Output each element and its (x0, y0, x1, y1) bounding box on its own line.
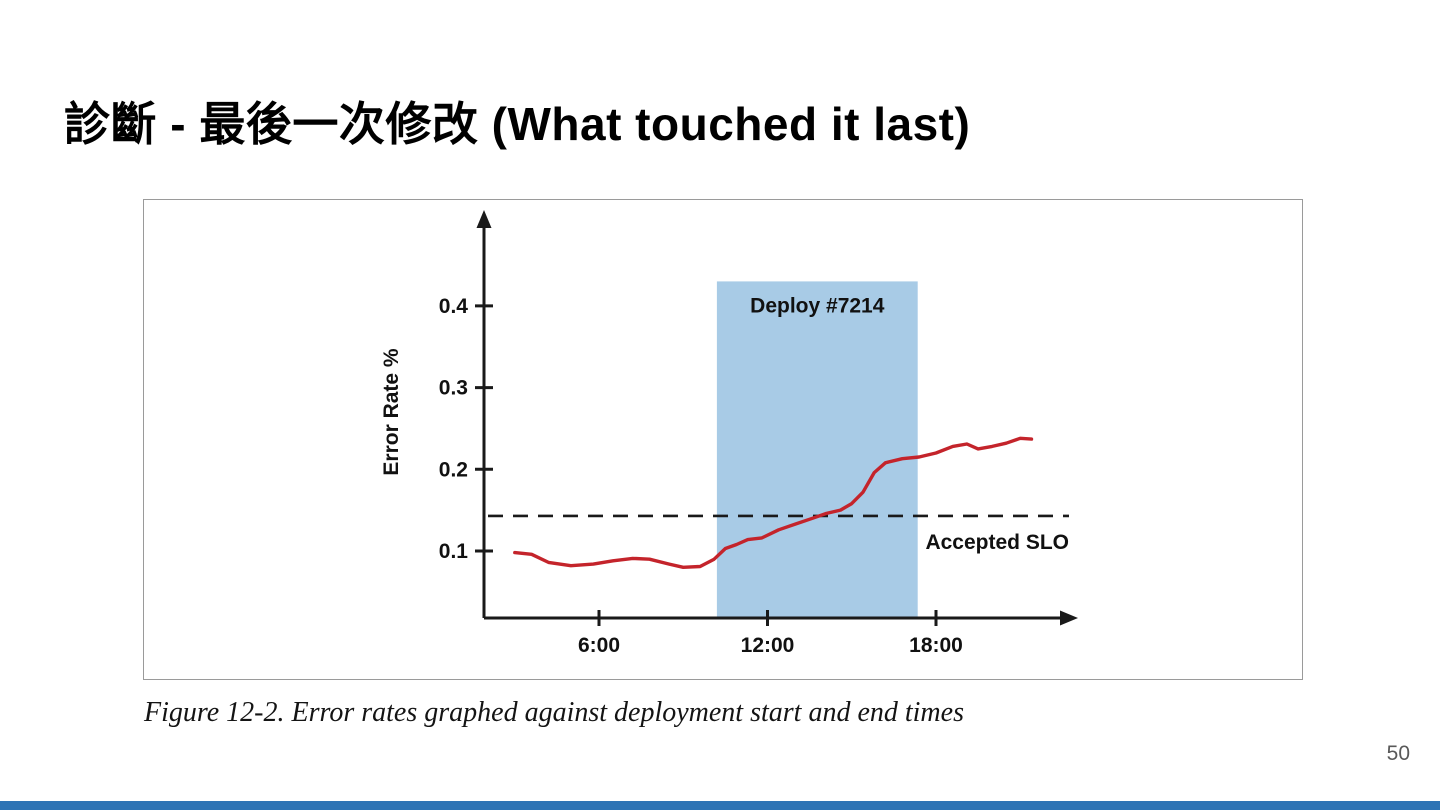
slide-title: 診斷 - 最後一次修改 (What touched it last) (64, 98, 971, 150)
footer-accent-bar (0, 801, 1440, 810)
y-tick-label: 0.4 (439, 295, 469, 318)
error-rate-chart: Deploy #7214 Accepted SLO 0.1 0.2 0.3 0.4 6:00… (380, 210, 1078, 657)
x-tick-label: 12:00 (741, 634, 795, 657)
slo-label: Accepted SLO (925, 531, 1069, 554)
y-axis-arrow-icon (476, 210, 492, 228)
y-axis-title: Error Rate % (380, 348, 403, 476)
deploy-label: Deploy #7214 (750, 294, 885, 317)
figure-frame: Deploy #7214 Accepted SLO 0.1 0.2 0.3 0.4 6:00… (143, 199, 1303, 680)
deploy-region (716, 281, 918, 618)
x-tick-label: 6:00 (578, 634, 620, 657)
figure-caption: Figure 12-2. Error rates graphed against… (144, 697, 964, 728)
x-tick-label: 18:00 (909, 634, 963, 657)
x-axis-arrow-icon (1060, 610, 1078, 626)
page-number: 50 (1386, 742, 1410, 765)
y-tick-label: 0.2 (439, 458, 468, 481)
y-tick-label: 0.1 (439, 540, 469, 563)
y-tick-label: 0.3 (439, 377, 468, 400)
error-rate-line (513, 436, 1034, 569)
